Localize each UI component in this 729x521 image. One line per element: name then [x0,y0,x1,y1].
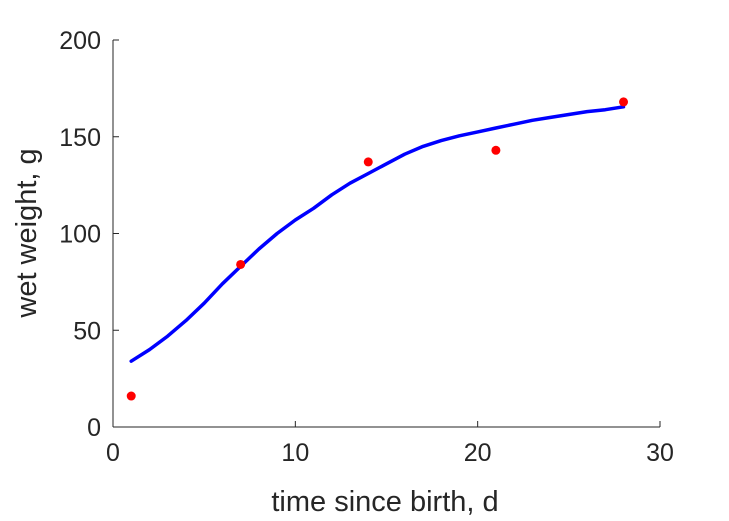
x-tick-label: 10 [281,439,309,467]
y-tick-label: 150 [59,124,101,152]
y-tick-label: 200 [59,27,101,55]
data-point [491,145,501,155]
y-tick-label: 100 [59,221,101,249]
x-tick-label: 30 [646,439,674,467]
y-tick-label: 0 [87,414,101,442]
x-tick-label: 20 [464,439,492,467]
data-point [363,157,373,167]
x-tick-label: 0 [106,439,120,467]
data-point [126,391,136,401]
fit-curve [129,105,626,363]
series-layer [126,97,629,401]
data-point [236,259,246,269]
x-axis-label: time since birth, d [271,486,498,518]
axes [112,40,660,428]
data-point [619,97,629,107]
y-axis-label: wet weight, g [11,148,43,318]
y-tick-label: 50 [73,317,101,345]
ticks: 0 10 20 30 0 50 100 150 200 [59,27,674,467]
